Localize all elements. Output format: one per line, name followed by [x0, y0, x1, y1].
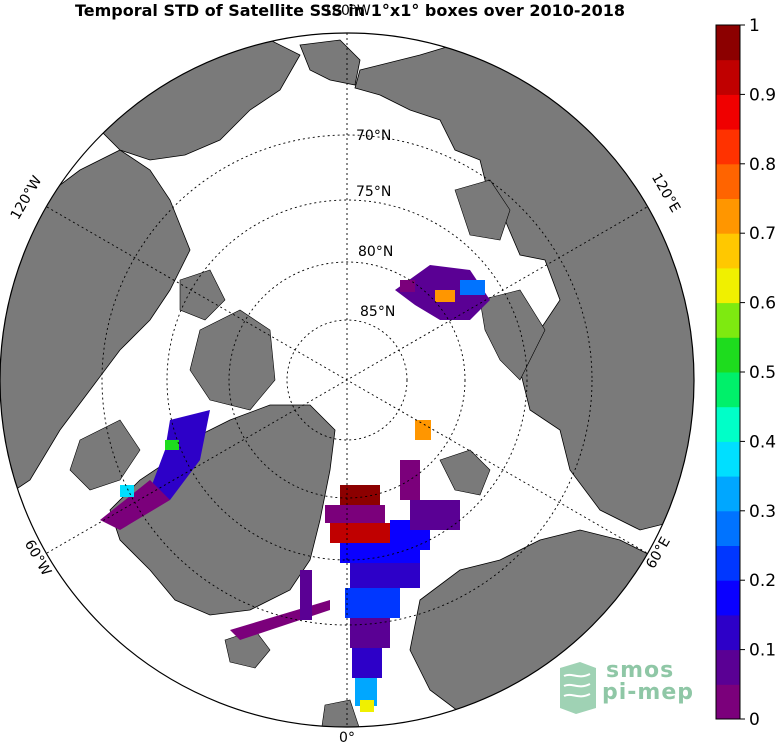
lat-label-70: 70°N: [356, 128, 391, 144]
colorbar-swatch: [716, 510, 740, 546]
data-cell: [352, 648, 382, 678]
data-cell: [355, 678, 377, 706]
logo-line2: pi-mep: [602, 680, 695, 705]
colorbar-tick-label: 0.1: [749, 641, 776, 661]
land-baffin: [69, 419, 141, 491]
lon-label-top: 180°W: [323, 3, 371, 19]
colorbar-tick-label: 0.3: [749, 502, 776, 522]
data-cell: [340, 485, 380, 505]
colorbar-tick-label: 0.2: [749, 571, 776, 591]
logo-line1: smos: [606, 658, 675, 683]
data-cell: [460, 280, 485, 295]
land-uk: [319, 699, 361, 727]
colorbar-swatch: [716, 129, 740, 165]
land-canada: [0, 149, 191, 501]
colorbar-swatch: [716, 614, 740, 651]
map-boundary: [0, 32, 695, 728]
smos-pimep-logo: smos pi-mep: [556, 658, 706, 716]
data-cell: [350, 563, 420, 588]
colorbar-swatch: [716, 233, 740, 269]
colorbar-swatch: [716, 302, 740, 338]
data-cell: [345, 588, 400, 618]
colorbar-swatch: [716, 267, 740, 304]
colorbar-swatch: [716, 337, 740, 373]
lat-label-75: 75°N: [356, 184, 391, 200]
land-novaya-zemlya: [479, 289, 546, 381]
data-cell: [400, 280, 415, 292]
data-cell: [415, 420, 431, 440]
colorbar-ticks: 0 0.1 0.2 0.3 0.4 0.5 0.6 0.7 0.8 0.9 1: [740, 16, 776, 730]
land-victoria: [179, 269, 226, 321]
graticule: [46, 33, 648, 727]
data-cell: [410, 500, 460, 530]
colorbar-tick-label: 0.5: [749, 363, 776, 383]
colorbar-swatch: [716, 580, 740, 616]
colorbar-swatch: [716, 59, 740, 95]
colorbar-tick-label: 1: [749, 16, 760, 36]
colorbar-swatch: [716, 545, 740, 581]
land-svalbard: [439, 449, 491, 496]
colorbar-swatch: [716, 25, 740, 61]
colorbar-swatch: [716, 94, 740, 130]
colorbar-swatch: [716, 198, 740, 234]
colorbar-swatch: [716, 649, 740, 685]
colorbar-swatch: [716, 406, 740, 442]
colorbar-swatch: [716, 372, 740, 408]
data-cell: [330, 523, 400, 543]
colorbar-tick-label: 0.6: [749, 294, 776, 314]
colorbar-tick-label: 0.7: [749, 224, 776, 244]
colorbar-tick-label: 0.4: [749, 432, 776, 452]
colorbar-swatches: [716, 25, 740, 720]
data-cell: [435, 290, 455, 302]
lat-label-80: 80°N: [358, 244, 393, 260]
land-severnaya: [454, 179, 511, 241]
colorbar-swatch: [716, 163, 740, 199]
lon-label-bottom: 0°: [339, 730, 355, 746]
data-cell: [400, 460, 420, 500]
data-cell: [360, 700, 374, 712]
logo-icon: [560, 662, 596, 714]
land-chukotka: [299, 39, 361, 86]
colorbar-tick-label: 0.9: [749, 85, 776, 105]
colorbar-tick-label: 0.8: [749, 155, 776, 175]
colorbar-swatch: [716, 476, 740, 512]
data-cell: [325, 505, 385, 523]
sss-data: [100, 265, 490, 712]
colorbar-tick-label: 0: [749, 710, 760, 730]
data-cell: [165, 440, 179, 450]
map-title: Temporal STD of Satellite SSS in 1°x1° b…: [74, 1, 626, 20]
land-ellesmere: [189, 309, 276, 411]
data-cell: [300, 570, 312, 620]
colorbar-swatch: [716, 684, 740, 720]
data-cell: [150, 410, 210, 500]
lat-label-85: 85°N: [360, 304, 395, 320]
colorbar-swatch: [716, 441, 740, 477]
data-cell: [350, 618, 390, 648]
